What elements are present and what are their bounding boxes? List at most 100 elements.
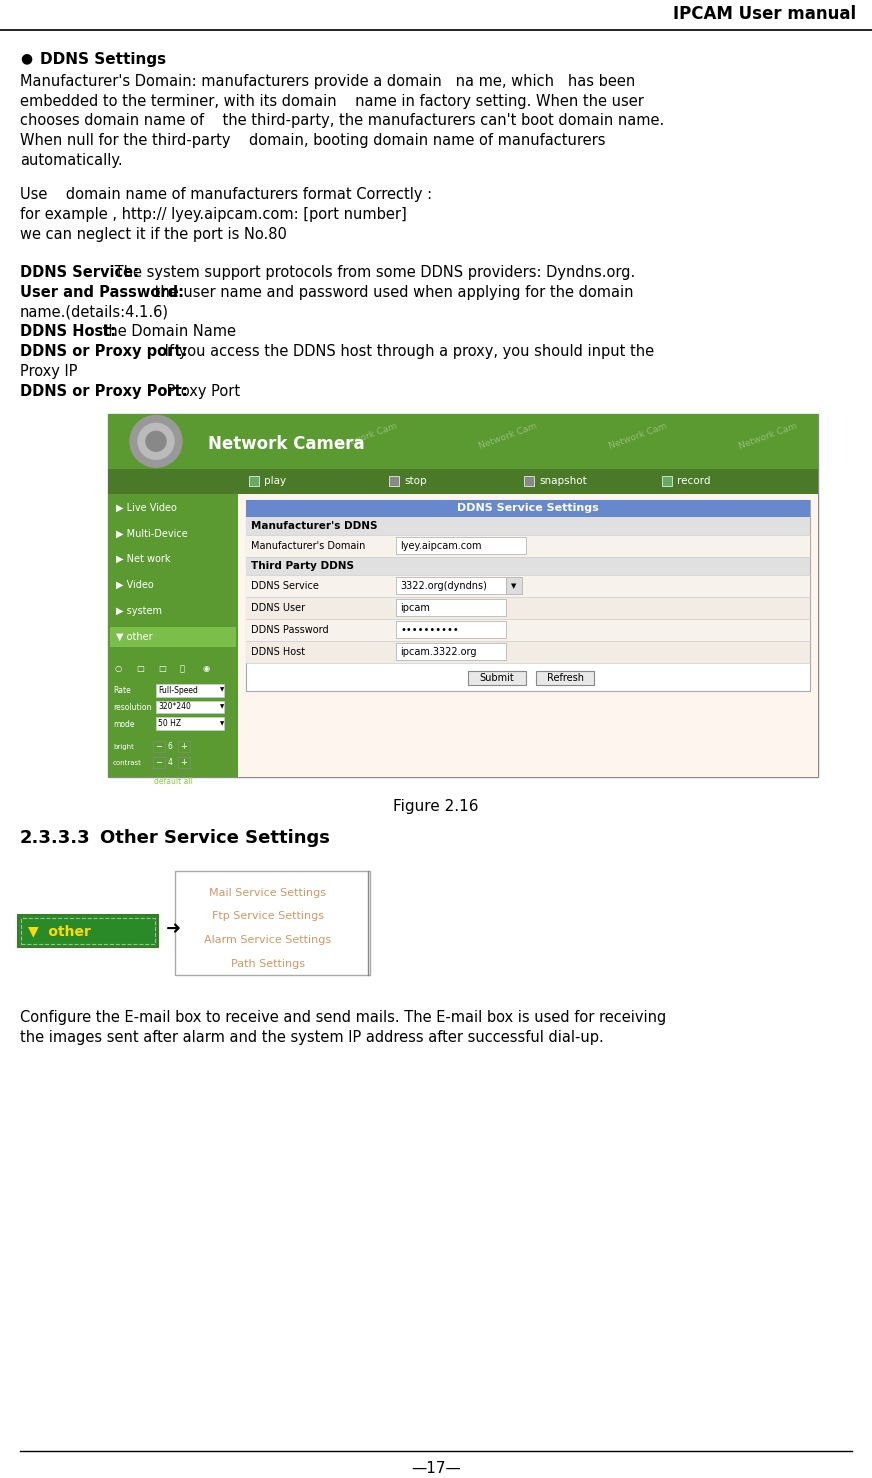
Text: ●: ●: [20, 52, 32, 65]
Bar: [389, 476, 399, 486]
Text: —17—: —17—: [411, 1460, 461, 1475]
Text: snapshot: snapshot: [539, 476, 587, 486]
Text: Network Cam: Network Cam: [738, 421, 799, 451]
Bar: [506, 576, 522, 594]
Text: mode: mode: [113, 720, 134, 729]
Text: ipcam: ipcam: [400, 603, 430, 613]
Bar: [524, 476, 534, 486]
Text: ••••••••••: ••••••••••: [400, 625, 459, 636]
Bar: [396, 599, 506, 616]
Text: Full-Speed: Full-Speed: [158, 686, 198, 695]
Circle shape: [146, 432, 166, 451]
Text: the Domain Name: the Domain Name: [98, 324, 236, 340]
Text: embedded to the terminer, with its domain    name in factory setting. When the u: embedded to the terminer, with its domai…: [20, 93, 644, 108]
Text: Network Cam: Network Cam: [338, 421, 399, 451]
Text: DDNS Host: DDNS Host: [251, 647, 305, 656]
Text: Manufacturer's Domain: Manufacturer's Domain: [251, 541, 365, 551]
Text: When null for the third-party    domain, booting domain name of manufacturers: When null for the third-party domain, bo…: [20, 133, 605, 148]
Text: ○: ○: [114, 664, 121, 672]
Bar: [662, 476, 672, 486]
Text: Figure 2.16: Figure 2.16: [393, 800, 479, 814]
Text: Manufacturer's Domain: manufacturers provide a domain   na me, which   has been: Manufacturer's Domain: manufacturers pro…: [20, 74, 635, 89]
Bar: [396, 538, 526, 554]
Text: If you access the DDNS host through a proxy, you should input the: If you access the DDNS host through a pr…: [160, 344, 654, 359]
Text: 320*240: 320*240: [158, 702, 191, 711]
Text: resolution: resolution: [113, 704, 152, 712]
Bar: [238, 494, 818, 777]
Bar: [246, 500, 810, 690]
Text: DDNS Service Settings: DDNS Service Settings: [457, 504, 599, 513]
Bar: [178, 757, 190, 769]
Bar: [246, 535, 810, 557]
Bar: [396, 643, 506, 659]
Text: Proxy IP: Proxy IP: [20, 364, 78, 380]
Text: Mail Service Settings: Mail Service Settings: [209, 888, 326, 897]
Text: 2.3.3.3: 2.3.3.3: [20, 829, 91, 847]
Text: Other Service Settings: Other Service Settings: [100, 829, 330, 847]
Text: ➜: ➜: [166, 919, 181, 939]
Text: ipcam.3322.org: ipcam.3322.org: [400, 647, 476, 656]
Text: +: +: [181, 742, 187, 751]
Text: ⬛: ⬛: [180, 664, 185, 672]
Text: IPCAM User manual: IPCAM User manual: [673, 4, 856, 24]
Text: 4: 4: [167, 758, 173, 767]
Text: −: −: [155, 742, 162, 751]
Text: ▼  other: ▼ other: [28, 924, 91, 939]
Text: 50 HZ: 50 HZ: [158, 720, 181, 729]
Text: DDNS or Proxy Port:: DDNS or Proxy Port:: [20, 384, 187, 399]
Text: ▼ other: ▼ other: [116, 631, 153, 641]
Text: stop: stop: [404, 476, 426, 486]
Bar: [108, 414, 818, 469]
Bar: [153, 742, 165, 752]
Text: ▼: ▼: [220, 721, 224, 726]
Bar: [249, 476, 259, 486]
Text: Network Camera: Network Camera: [208, 435, 364, 452]
Bar: [110, 627, 236, 647]
Text: ▶ Multi-Device: ▶ Multi-Device: [116, 528, 187, 538]
Text: Use    domain name of manufacturers format Correctly :: Use domain name of manufacturers format …: [20, 188, 433, 202]
Text: Manufacturer's DDNS: Manufacturer's DDNS: [251, 522, 378, 532]
Text: the images sent after alarm and the system IP address after successful dial-up.: the images sent after alarm and the syst…: [20, 1030, 603, 1045]
Text: record: record: [677, 476, 711, 486]
Bar: [246, 575, 810, 597]
Text: ◉: ◉: [202, 664, 209, 672]
Text: 6: 6: [167, 742, 173, 751]
Text: ▶ Video: ▶ Video: [116, 579, 153, 590]
Bar: [246, 500, 810, 517]
Bar: [175, 871, 370, 975]
Text: Network Cam: Network Cam: [608, 421, 669, 451]
Bar: [156, 717, 224, 730]
Bar: [246, 641, 810, 662]
Bar: [153, 757, 165, 769]
Text: The system support protocols from some DDNS providers: Dyndns.org.: The system support protocols from some D…: [110, 265, 635, 279]
Text: Network Cam: Network Cam: [478, 421, 539, 451]
Text: Ftp Service Settings: Ftp Service Settings: [212, 912, 324, 921]
Text: +: +: [181, 758, 187, 767]
Text: lyey.aipcam.com: lyey.aipcam.com: [400, 541, 481, 551]
Text: name.(details:4.1.6): name.(details:4.1.6): [20, 304, 169, 319]
Bar: [246, 619, 810, 641]
Text: □: □: [158, 664, 166, 672]
Circle shape: [130, 415, 182, 467]
Text: automatically.: automatically.: [20, 154, 123, 168]
Bar: [108, 469, 818, 494]
Text: −: −: [155, 758, 162, 767]
Text: □: □: [136, 664, 144, 672]
Bar: [156, 701, 224, 714]
Text: Refresh: Refresh: [547, 672, 583, 683]
Text: bright: bright: [113, 745, 134, 751]
Text: Submit: Submit: [480, 672, 514, 683]
Text: User and Password:: User and Password:: [20, 285, 184, 300]
Text: ▼: ▼: [511, 584, 517, 590]
Bar: [178, 742, 190, 752]
Circle shape: [138, 423, 174, 460]
Bar: [396, 621, 506, 638]
Text: DDNS User: DDNS User: [251, 603, 305, 613]
Bar: [536, 671, 594, 684]
Bar: [108, 414, 818, 777]
Bar: [246, 517, 810, 535]
Text: ▶ Live Video: ▶ Live Video: [116, 503, 177, 513]
Text: ▼: ▼: [220, 687, 224, 693]
Text: ▼: ▼: [220, 705, 224, 709]
Text: default all: default all: [153, 776, 193, 786]
